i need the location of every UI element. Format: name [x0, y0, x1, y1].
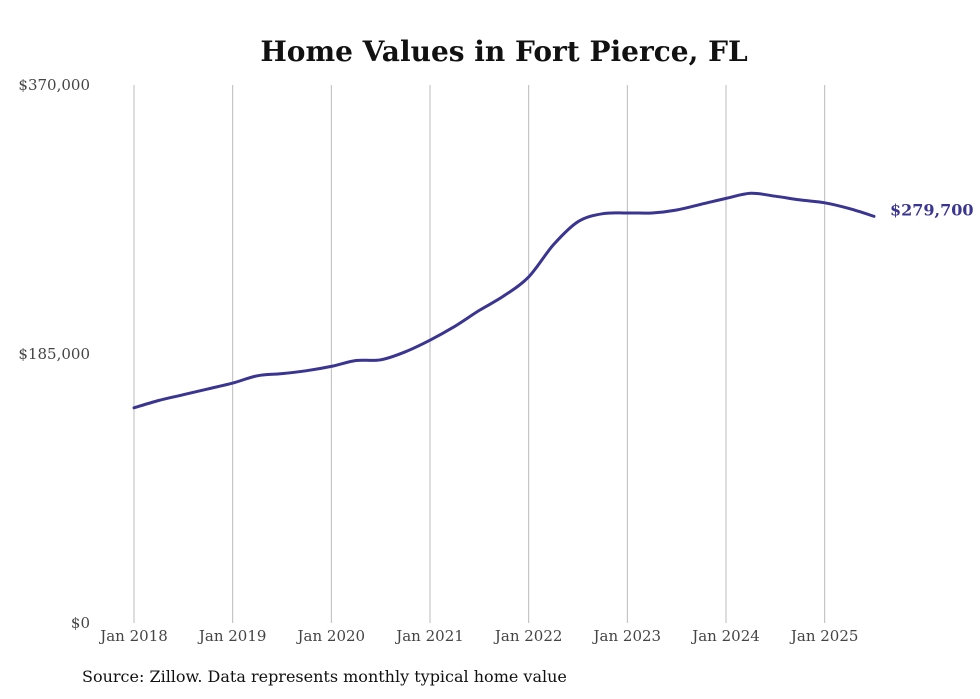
x-tick-label: Jan 2021 — [394, 627, 464, 645]
series-line — [132, 191, 876, 410]
series-layer: $279,700 — [132, 191, 974, 410]
chart-title: Home Values in Fort Pierce, FL — [260, 35, 748, 68]
x-tick-label: Jan 2024 — [690, 627, 760, 645]
gridlines — [133, 85, 826, 623]
x-tick-label: Jan 2025 — [789, 627, 859, 645]
source-note: Source: Zillow. Data represents monthly … — [82, 667, 567, 686]
x-axis-ticks: Jan 2018 Jan 2019 Jan 2020 Jan 2021 Jan 2022… — [98, 627, 858, 645]
y-tick-label: $370,000 — [18, 76, 90, 94]
x-tick-label: Jan 2018 — [98, 627, 168, 645]
x-tick-label: Jan 2020 — [296, 627, 366, 645]
y-axis-ticks: $0 $185,000 $370,000 — [18, 76, 90, 632]
end-value-label: $279,700 — [890, 200, 974, 219]
y-tick-label: $185,000 — [18, 345, 90, 363]
y-tick-label: $0 — [71, 614, 90, 632]
x-tick-label: Jan 2019 — [197, 627, 267, 645]
x-tick-label: Jan 2023 — [592, 627, 662, 645]
x-tick-label: Jan 2022 — [493, 627, 563, 645]
